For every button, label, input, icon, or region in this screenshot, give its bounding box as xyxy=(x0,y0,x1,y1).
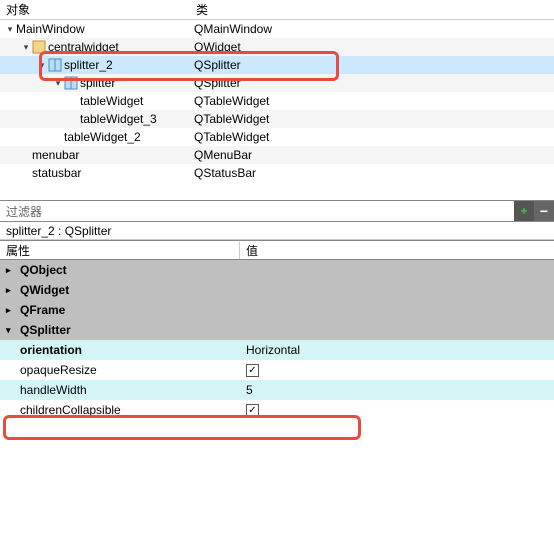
property-group[interactable]: ▸QObject xyxy=(0,260,554,280)
checkbox[interactable]: ✓ xyxy=(246,364,259,377)
tree-row[interactable]: ▾MainWindow QMainWindow xyxy=(0,20,554,38)
tree-row[interactable]: ▾ splitter_2 QSplitter xyxy=(0,56,554,74)
property-group[interactable]: ▸QWidget xyxy=(0,280,554,300)
tree-item-name: tableWidget xyxy=(80,94,143,108)
group-label: QObject xyxy=(20,263,67,277)
plus-icon: + xyxy=(520,204,527,218)
tree-item-class: QTableWidget xyxy=(190,130,554,144)
property-name: handleWidth xyxy=(0,383,240,397)
tree-header-class: 类 xyxy=(190,0,554,20)
tree-item-name: tableWidget_3 xyxy=(80,112,157,126)
tree-header-object: 对象 xyxy=(0,0,190,20)
tree-row[interactable]: menubar QMenuBar xyxy=(0,146,554,164)
group-label: QWidget xyxy=(20,283,69,297)
property-group[interactable]: ▸QFrame xyxy=(0,300,554,320)
tree-item-class: QSplitter xyxy=(190,58,554,72)
tree-item-class: QMainWindow xyxy=(190,22,554,36)
filter-add-button[interactable]: + xyxy=(514,201,534,221)
group-arrow-icon: ▸ xyxy=(6,285,20,296)
property-row[interactable]: handleWidth5 xyxy=(0,380,554,400)
property-name: orientation xyxy=(0,343,240,357)
tree-row[interactable]: statusbar QStatusBar xyxy=(0,164,554,182)
property-header-value: 值 xyxy=(240,242,554,259)
expand-arrow-icon[interactable]: ▾ xyxy=(52,78,64,89)
group-arrow-icon: ▾ xyxy=(6,325,20,336)
splitter-icon xyxy=(48,58,62,72)
property-value[interactable]: Horizontal xyxy=(240,343,554,357)
tree-row[interactable]: ▾ splitter QSplitter xyxy=(0,74,554,92)
tree-header: 对象 类 xyxy=(0,0,554,20)
property-header: 属性 值 xyxy=(0,240,554,260)
property-header-name: 属性 xyxy=(0,242,240,259)
property-name: childrenCollapsible xyxy=(0,403,240,417)
property-group[interactable]: ▾QSplitter xyxy=(0,320,554,340)
tree-item-name: statusbar xyxy=(32,166,81,180)
property-name: opaqueResize xyxy=(0,363,240,377)
checkbox[interactable]: ✓ xyxy=(246,404,259,417)
group-label: QFrame xyxy=(20,303,65,317)
tree-item-name: splitter xyxy=(80,76,115,90)
tree-item-class: QStatusBar xyxy=(190,166,554,180)
property-list[interactable]: ▸QObject▸QWidget▸QFrame▾QSplitterorienta… xyxy=(0,260,554,420)
tree-item-class: QMenuBar xyxy=(190,148,554,162)
tree-row[interactable]: tableWidget_2 QTableWidget xyxy=(0,128,554,146)
tree-row[interactable]: tableWidget QTableWidget xyxy=(0,92,554,110)
property-value[interactable]: 5 xyxy=(240,383,554,397)
property-row[interactable]: opaqueResize ✓ xyxy=(0,360,554,380)
splitter-icon xyxy=(64,76,78,90)
tree-item-class: QTableWidget xyxy=(190,94,554,108)
object-tree[interactable]: ▾MainWindowQMainWindow▾centralwidgetQWid… xyxy=(0,20,554,182)
tree-item-name: menubar xyxy=(32,148,79,162)
property-value[interactable]: ✓ xyxy=(240,364,554,377)
tree-item-class: QTableWidget xyxy=(190,112,554,126)
tree-item-name: MainWindow xyxy=(16,22,85,36)
expand-arrow-icon[interactable]: ▾ xyxy=(36,60,48,71)
filter-input[interactable]: 过滤器 xyxy=(0,203,514,220)
tree-row[interactable]: ▾ centralwidget QWidget xyxy=(0,38,554,56)
tree-item-class: QSplitter xyxy=(190,76,554,90)
tree-item-class: QWidget xyxy=(190,40,554,54)
expand-arrow-icon[interactable]: ▾ xyxy=(20,42,32,53)
filter-remove-button[interactable]: − xyxy=(534,201,554,221)
property-row[interactable]: orientationHorizontal xyxy=(0,340,554,360)
tree-item-name: centralwidget xyxy=(48,40,119,54)
tree-item-name: tableWidget_2 xyxy=(64,130,141,144)
group-label: QSplitter xyxy=(20,323,71,337)
expand-arrow-icon[interactable]: ▾ xyxy=(4,24,16,35)
tree-item-name: splitter_2 xyxy=(64,58,113,72)
tree-row[interactable]: tableWidget_3 QTableWidget xyxy=(0,110,554,128)
group-arrow-icon: ▸ xyxy=(6,305,20,316)
breadcrumb: splitter_2 : QSplitter xyxy=(0,222,554,240)
property-value[interactable]: ✓ xyxy=(240,404,554,417)
widget-icon xyxy=(32,40,46,54)
object-inspector-panel: 对象 类 ▾MainWindowQMainWindow▾centralwidge… xyxy=(0,0,554,420)
group-arrow-icon: ▸ xyxy=(6,265,20,276)
property-row[interactable]: childrenCollapsible ✓ xyxy=(0,400,554,420)
filter-bar: 过滤器 + − xyxy=(0,200,554,222)
